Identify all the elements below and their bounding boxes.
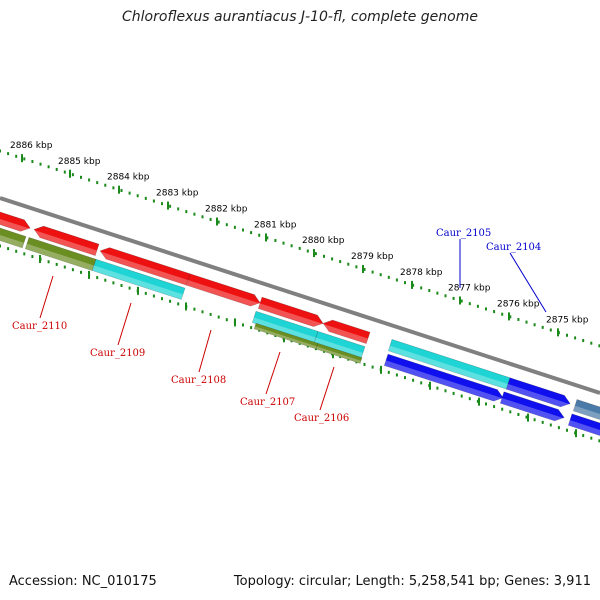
gene-feature bbox=[91, 258, 186, 300]
kbp-tick-label: 2884 kbp bbox=[107, 173, 150, 183]
gene-labels: Caur_2110 Caur_2109 Caur_2108 Caur_2107 Caur… bbox=[12, 228, 547, 424]
gene-feature bbox=[253, 322, 319, 350]
genome-backbone bbox=[0, 196, 600, 395]
gene-leader-line bbox=[319, 366, 335, 411]
kbp-tick-label: 2886 kbp bbox=[10, 141, 53, 151]
genome-title: Chloroflexus aurantiacus J-10-fl, comple… bbox=[122, 9, 478, 25]
outer-tick-track bbox=[0, 149, 600, 348]
gene-leader-line bbox=[509, 252, 547, 313]
gene-feature bbox=[387, 339, 511, 390]
gene-feature bbox=[572, 399, 600, 423]
gene-leader-line bbox=[117, 302, 132, 346]
gene-label: Caur_2107 bbox=[240, 397, 295, 408]
gene-feature bbox=[321, 319, 371, 345]
gene-feature bbox=[32, 225, 100, 256]
kbp-tick-label: 2880 kbp bbox=[302, 236, 345, 246]
gene-feature bbox=[185, 273, 261, 309]
gene-label: Caur_2109 bbox=[90, 348, 145, 359]
gene-feature bbox=[257, 296, 324, 330]
kbp-tick-label: 2875 kbp bbox=[546, 315, 589, 325]
gene-feature bbox=[0, 209, 31, 234]
gene-label: Caur_2104 bbox=[486, 242, 541, 253]
gene-feature bbox=[0, 225, 27, 249]
gene-label: Caur_2106 bbox=[294, 413, 349, 424]
accession-text: Accession: NC_010175 bbox=[9, 574, 157, 589]
kbp-labels: 2886 kbp 2885 kbp 2884 kbp 2883 kbp 2882 kbp… bbox=[10, 141, 589, 337]
kbp-tick-label: 2885 kbp bbox=[58, 157, 101, 167]
kbp-tick-label: 2876 kbp bbox=[497, 299, 540, 309]
gene-label: Caur_2105 bbox=[436, 228, 491, 239]
kbp-tick-label: 2881 kbp bbox=[254, 220, 297, 230]
gene-features bbox=[0, 209, 600, 439]
gene-feature bbox=[499, 391, 565, 424]
gene-leader-line bbox=[265, 351, 281, 395]
kbp-tick-label: 2877 kbp bbox=[448, 284, 491, 294]
gene-label: Caur_2110 bbox=[12, 321, 67, 332]
kbp-tick-label: 2878 kbp bbox=[400, 268, 443, 278]
gene-feature bbox=[383, 353, 504, 404]
genome-stats-text: Topology: circular; Length: 5,258,541 bp… bbox=[233, 574, 591, 589]
gene-label: Caur_2108 bbox=[171, 375, 226, 386]
kbp-tick-label: 2883 kbp bbox=[156, 189, 199, 199]
gene-feature bbox=[98, 247, 191, 286]
gene-leader-line bbox=[198, 329, 212, 373]
kbp-tick-label: 2882 kbp bbox=[205, 205, 248, 215]
gene-feature bbox=[315, 342, 363, 364]
gene-feature bbox=[505, 377, 571, 410]
kbp-tick-label: 2879 kbp bbox=[351, 252, 394, 262]
gene-leader-line bbox=[39, 275, 54, 319]
gene-feature bbox=[24, 237, 97, 271]
